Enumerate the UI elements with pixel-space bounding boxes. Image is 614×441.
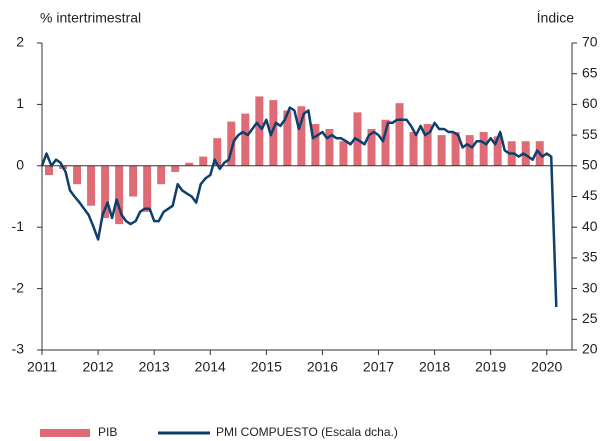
bar	[45, 165, 54, 176]
y2-tick-label: 40	[582, 218, 598, 234]
bar	[87, 165, 96, 206]
bar	[227, 121, 236, 166]
bar	[241, 113, 250, 166]
bar	[325, 128, 334, 166]
x-tick-label: 2011	[27, 359, 57, 375]
bar	[423, 124, 432, 166]
bar	[493, 136, 502, 166]
bar	[409, 132, 418, 166]
bar	[311, 124, 320, 166]
y2-tick-label: 35	[582, 249, 598, 265]
bar	[479, 132, 488, 166]
bar	[451, 132, 460, 166]
bar	[283, 110, 292, 166]
bar	[171, 165, 180, 172]
y-tick-label: 1	[16, 95, 24, 111]
y2-tick-label: 50	[582, 157, 598, 173]
y-tick-label: 0	[16, 157, 24, 173]
legend-swatch	[40, 429, 90, 437]
x-tick-label: 2016	[307, 359, 338, 375]
legend-label: PMI COMPUESTO (Escala dcha.)	[216, 425, 398, 439]
bar	[395, 103, 404, 166]
bar	[367, 128, 376, 166]
x-tick-label: 2014	[195, 359, 226, 375]
y2-tick-label: 30	[582, 279, 598, 295]
x-tick-label: 2018	[419, 359, 450, 375]
y2-axis-label: Índice	[537, 10, 575, 26]
y-tick-label: -1	[12, 218, 25, 234]
bar	[101, 165, 110, 218]
bar	[297, 106, 306, 166]
bar	[185, 162, 194, 166]
bar	[213, 138, 222, 166]
bar	[157, 165, 166, 185]
bar	[255, 96, 264, 166]
bar	[143, 165, 152, 212]
bar	[115, 165, 124, 225]
y2-tick-label: 45	[582, 187, 598, 203]
y-tick-label: -3	[12, 341, 25, 357]
x-tick-label: 2012	[83, 359, 114, 375]
bar	[129, 165, 138, 197]
legend-label: PIB	[98, 425, 117, 439]
y2-tick-label: 55	[582, 126, 598, 142]
y2-tick-label: 70	[582, 34, 598, 50]
line	[40, 106, 558, 308]
x-tick-label: 2013	[139, 359, 170, 375]
bar	[269, 100, 278, 166]
bar	[437, 135, 446, 166]
bar	[199, 156, 208, 166]
bar	[465, 135, 474, 166]
bar	[521, 141, 530, 166]
bar	[339, 141, 348, 166]
y-tick-label: 2	[16, 34, 24, 50]
x-tick-label: 2015	[251, 359, 282, 375]
y-tick-label: -2	[12, 279, 25, 295]
y2-tick-label: 60	[582, 95, 598, 111]
y2-tick-label: 25	[582, 310, 598, 326]
y2-tick-label: 20	[582, 341, 598, 357]
y2-tick-label: 65	[582, 64, 598, 80]
x-tick-label: 2019	[475, 359, 506, 375]
bar	[73, 165, 82, 185]
bar	[381, 119, 390, 166]
x-tick-label: 2017	[363, 359, 394, 375]
x-tick-label: 2020	[531, 359, 562, 375]
y-axis-label: % intertrimestral	[40, 10, 141, 26]
